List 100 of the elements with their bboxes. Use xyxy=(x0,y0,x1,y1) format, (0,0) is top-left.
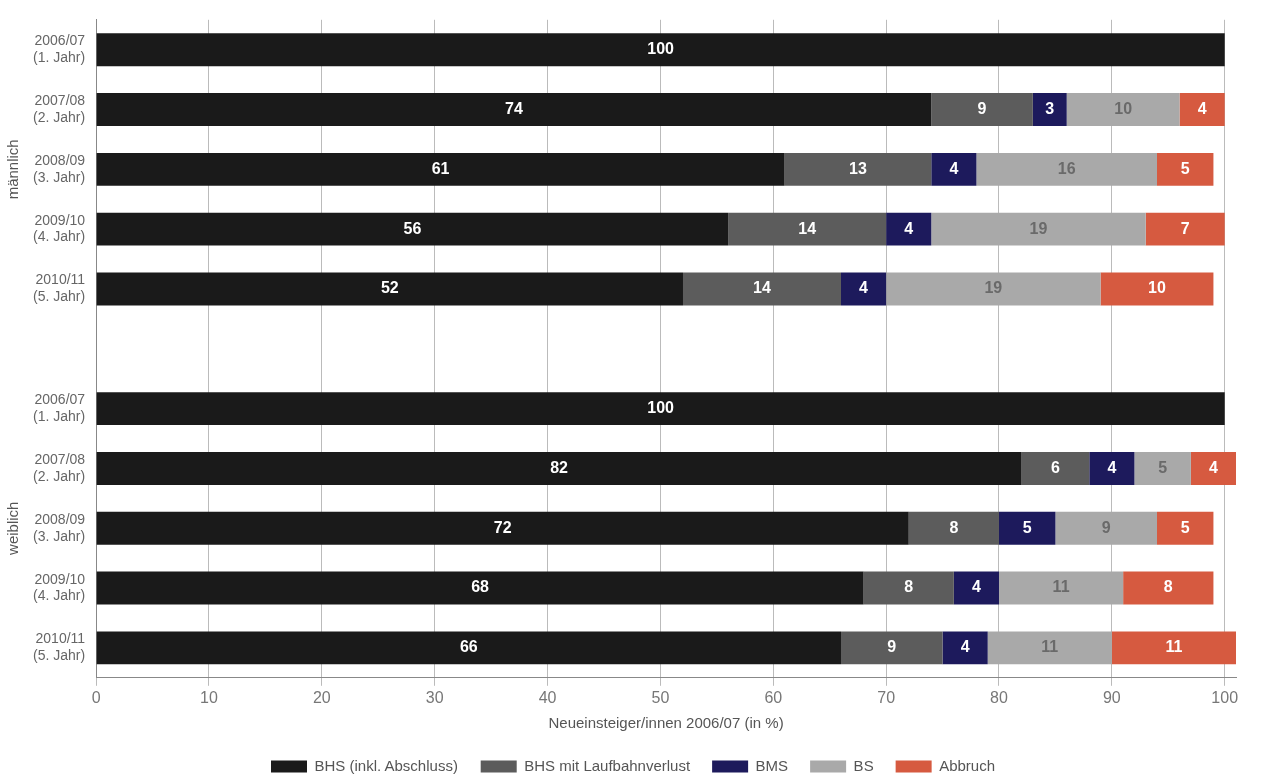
legend-label: BHS mit Laufbahnverlust xyxy=(524,756,691,774)
data-label: 8 xyxy=(949,518,959,536)
data-label: 4 xyxy=(949,159,959,177)
bar xyxy=(96,511,909,545)
data-label: 10 xyxy=(1148,279,1166,297)
x-tick-label: 0 xyxy=(91,688,101,706)
bar xyxy=(1066,93,1180,126)
y-tick-label: 2006/07 (1. Jahr) xyxy=(33,32,86,65)
data-label: 11 xyxy=(1041,638,1059,656)
data-label: 6 xyxy=(1050,458,1060,476)
data-label: 3 xyxy=(1045,99,1055,117)
bar xyxy=(931,212,1146,246)
bar xyxy=(1157,152,1214,186)
x-tick-label: 50 xyxy=(651,688,670,706)
bar xyxy=(1032,93,1067,126)
data-label: 19 xyxy=(984,279,1003,297)
text: männlich xyxy=(4,139,22,200)
bar xyxy=(1089,451,1135,485)
bar xyxy=(953,571,999,605)
bar xyxy=(942,631,988,665)
x-tick-label: 60 xyxy=(764,688,783,706)
bar xyxy=(1111,631,1236,665)
data-label: 9 xyxy=(977,99,987,117)
x-tick-label: 70 xyxy=(877,688,896,706)
data-label: 13 xyxy=(849,159,867,177)
data-label: 100 xyxy=(647,40,675,58)
bar xyxy=(728,212,887,246)
bar xyxy=(886,212,932,246)
bar xyxy=(96,631,841,665)
bar xyxy=(96,152,785,186)
bar xyxy=(1021,451,1090,485)
y-tick-label: 2010/11 (5. Jahr) xyxy=(33,630,86,664)
bar xyxy=(784,152,932,186)
y-tick-label: 2008/09 (3. Jahr) xyxy=(33,151,86,185)
data-label: 8 xyxy=(904,578,914,596)
bar xyxy=(1157,511,1214,545)
bar xyxy=(96,212,729,246)
bar xyxy=(886,272,1101,306)
data-label: 9 xyxy=(1101,518,1111,536)
y-tick-label: 2008/09 (3. Jahr) xyxy=(33,510,86,544)
bar xyxy=(987,631,1112,665)
bar xyxy=(96,93,932,126)
bar xyxy=(999,571,1124,605)
data-label: 11 xyxy=(1165,638,1183,656)
data-label: 5 xyxy=(1180,159,1190,177)
text: weiblich xyxy=(4,501,22,556)
bar xyxy=(96,272,683,306)
x-axis-title: Neueinsteiger/innen 2006/07 (in %) xyxy=(548,714,784,732)
y-tick-label: 2006/07 (1. Jahr) xyxy=(33,391,86,424)
data-label: 72 xyxy=(493,518,512,536)
data-label: 74 xyxy=(505,99,523,117)
data-label: 19 xyxy=(1029,219,1048,237)
data-label: 5 xyxy=(1158,458,1168,476)
y-tick-label: 2010/11 (5. Jahr) xyxy=(33,271,86,305)
data-label: 4 xyxy=(1107,458,1117,476)
bar xyxy=(1123,571,1214,605)
data-label: 100 xyxy=(647,399,675,417)
data-label: 56 xyxy=(403,219,422,237)
x-tick-label: 20 xyxy=(312,688,331,706)
bar xyxy=(1179,93,1225,126)
x-tick-label: 40 xyxy=(538,688,557,706)
y-tick-label: 2007/08 (2. Jahr) xyxy=(33,450,86,484)
data-label: 4 xyxy=(1197,99,1207,117)
legend-label: BMS xyxy=(755,756,789,774)
data-label: 8 xyxy=(1163,578,1173,596)
data-label: 52 xyxy=(380,279,399,297)
bar xyxy=(1100,272,1214,306)
bar xyxy=(931,93,1033,126)
data-label: 61 xyxy=(431,159,450,177)
y-tick-label: 2007/08 (2. Jahr) xyxy=(33,91,86,125)
data-label: 4 xyxy=(971,578,981,596)
data-label: 4 xyxy=(1208,458,1218,476)
bar xyxy=(908,511,999,545)
bar xyxy=(999,511,1056,545)
x-tick-label: 100 xyxy=(1211,688,1239,706)
data-label: 4 xyxy=(859,279,869,297)
y-tick-label: 2009/10 (4. Jahr) xyxy=(33,570,86,604)
bar xyxy=(976,152,1157,186)
data-label: 14 xyxy=(798,219,817,237)
data-label: 5 xyxy=(1022,518,1032,536)
bar xyxy=(1145,212,1225,246)
x-tick-label: 30 xyxy=(425,688,444,706)
x-tick-label: 10 xyxy=(200,688,218,706)
data-label: 9 xyxy=(887,638,897,656)
bar xyxy=(96,451,1022,485)
bar xyxy=(96,33,1225,67)
x-tick-label: 80 xyxy=(990,688,1008,706)
data-label: 7 xyxy=(1180,219,1190,237)
bar xyxy=(682,272,841,306)
data-label: 14 xyxy=(753,279,771,297)
bar xyxy=(1055,511,1157,545)
x-tick-label: 90 xyxy=(1102,688,1121,706)
data-label: 66 xyxy=(459,638,478,656)
bar xyxy=(96,571,864,605)
legend-label: BS xyxy=(853,756,874,774)
bar xyxy=(840,272,887,306)
y-tick-label: 2009/10 (4. Jahr) xyxy=(33,211,86,245)
bar xyxy=(931,152,977,186)
legend-label: BHS (inkl. Abschluss) xyxy=(314,756,458,774)
data-label: 11 xyxy=(1052,578,1070,596)
